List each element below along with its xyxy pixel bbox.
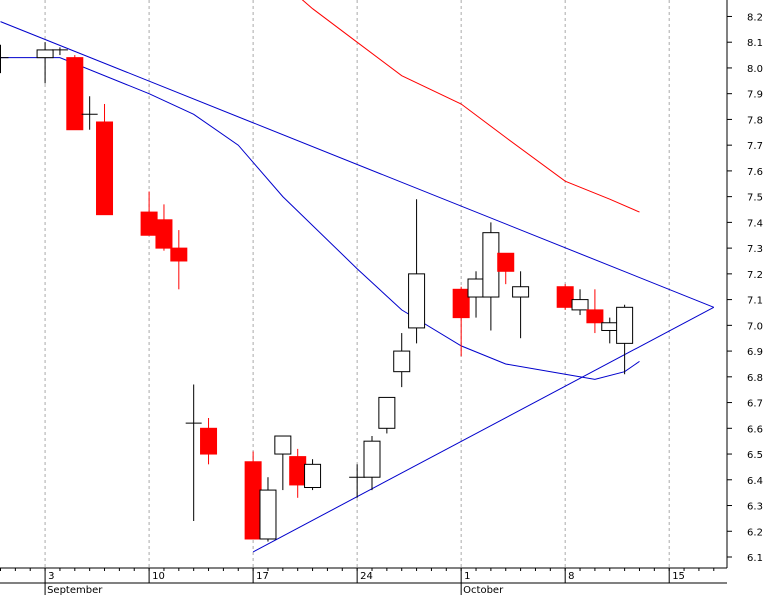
candle-body bbox=[467, 278, 485, 298]
candle bbox=[96, 103, 114, 216]
candle-body bbox=[586, 309, 604, 324]
candle bbox=[170, 230, 188, 290]
candle bbox=[0, 44, 9, 74]
candle-body bbox=[96, 121, 114, 216]
y-tick-label: 7.8 bbox=[747, 115, 763, 126]
candle bbox=[155, 204, 173, 251]
candle bbox=[467, 271, 485, 318]
y-tick-label: 6.3 bbox=[747, 502, 763, 513]
axes bbox=[0, 0, 728, 584]
candle-body bbox=[200, 427, 218, 455]
candle bbox=[140, 191, 158, 236]
candles bbox=[0, 42, 634, 542]
y-tick-label: 8.1 bbox=[747, 38, 763, 49]
candle bbox=[274, 435, 292, 491]
y-tick-label: 6.1 bbox=[747, 553, 763, 564]
y-tick-label: 7.0 bbox=[747, 321, 763, 332]
candle bbox=[66, 55, 84, 131]
candle bbox=[36, 42, 54, 84]
candle bbox=[304, 459, 322, 491]
candle-body bbox=[452, 288, 470, 319]
y-tick-label: 7.7 bbox=[747, 141, 763, 152]
candle bbox=[408, 199, 426, 344]
candle bbox=[289, 448, 307, 498]
candle-body bbox=[36, 49, 54, 59]
y-tick-label: 6.8 bbox=[747, 373, 763, 384]
overlay-line bbox=[0, 57, 640, 380]
candle bbox=[200, 418, 218, 465]
candle-body bbox=[363, 440, 381, 478]
x-tick-label: 17 bbox=[256, 571, 269, 582]
y-tick-label: 7.2 bbox=[747, 270, 763, 281]
candle bbox=[452, 286, 470, 357]
y-tick-label: 7.5 bbox=[747, 193, 763, 204]
candle-body bbox=[378, 396, 396, 429]
candle bbox=[378, 396, 396, 434]
candle-body bbox=[482, 232, 500, 298]
y-tick-label: 6.4 bbox=[747, 476, 763, 487]
candle-body bbox=[304, 463, 322, 489]
candle bbox=[51, 47, 68, 56]
y-tick-label: 6.2 bbox=[747, 527, 763, 538]
y-tick-label: 7.1 bbox=[747, 296, 763, 307]
overlay-line bbox=[0, 21, 714, 308]
y-tick-label: 6.7 bbox=[747, 399, 763, 410]
month-label: October bbox=[463, 585, 504, 595]
candle-body bbox=[259, 489, 277, 540]
overlay-line bbox=[252, 306, 715, 553]
x-tick-label: 24 bbox=[360, 571, 373, 582]
x-ticks: 3 10 17 24 1 8 15 September October bbox=[0, 568, 715, 595]
candle-body bbox=[601, 322, 619, 331]
x-tick-label: 15 bbox=[672, 571, 685, 582]
y-tick-label: 6.5 bbox=[747, 450, 763, 461]
x-tick-label: 3 bbox=[48, 571, 54, 582]
overlay-line bbox=[301, 0, 640, 213]
candle-body bbox=[512, 286, 530, 298]
y-tick-label: 7.9 bbox=[747, 90, 763, 101]
candle bbox=[482, 222, 500, 331]
y-tick-label: 7.3 bbox=[747, 244, 763, 255]
y-ticks: 6.1 6.2 6.3 6.4 6.5 6.6 6.7 6.8 6.9 7.0 7.1 7.2 7.3 7… bbox=[727, 12, 763, 564]
candle-body bbox=[289, 456, 307, 486]
candle bbox=[244, 451, 262, 540]
candle bbox=[259, 477, 277, 542]
candle-body bbox=[571, 299, 589, 311]
x-tick-label: 10 bbox=[152, 571, 165, 582]
candle bbox=[393, 333, 411, 388]
month-label: September bbox=[47, 585, 103, 595]
candle bbox=[497, 252, 515, 285]
candle bbox=[363, 436, 381, 491]
candle-body bbox=[66, 57, 84, 131]
candle-body bbox=[616, 306, 634, 344]
candle-body bbox=[140, 211, 158, 236]
candle bbox=[586, 289, 604, 334]
candle-body bbox=[393, 350, 411, 373]
x-tick-label: 1 bbox=[464, 571, 470, 582]
grid bbox=[44, 0, 670, 568]
candle bbox=[601, 317, 619, 344]
overlay-lines bbox=[0, 0, 715, 553]
candle-body bbox=[274, 435, 292, 455]
candle-body bbox=[170, 247, 188, 262]
candle-body bbox=[497, 252, 515, 272]
candle bbox=[349, 464, 366, 498]
candle bbox=[571, 289, 589, 316]
candle bbox=[556, 284, 574, 310]
y-tick-label: 8.2 bbox=[747, 12, 763, 23]
y-tick-label: 7.6 bbox=[747, 167, 763, 178]
candle-body bbox=[408, 273, 426, 329]
candle bbox=[512, 271, 530, 339]
candle-body bbox=[155, 219, 173, 249]
y-tick-label: 7.4 bbox=[747, 218, 763, 229]
candle bbox=[185, 384, 202, 521]
y-tick-label: 6.9 bbox=[747, 347, 763, 358]
y-tick-label: 8.0 bbox=[747, 64, 763, 75]
x-tick-label: 8 bbox=[568, 571, 574, 582]
candle bbox=[616, 304, 634, 375]
y-tick-label: 6.6 bbox=[747, 424, 763, 435]
candle-body bbox=[244, 461, 262, 540]
candle-body bbox=[556, 286, 574, 308]
candle bbox=[81, 96, 98, 130]
